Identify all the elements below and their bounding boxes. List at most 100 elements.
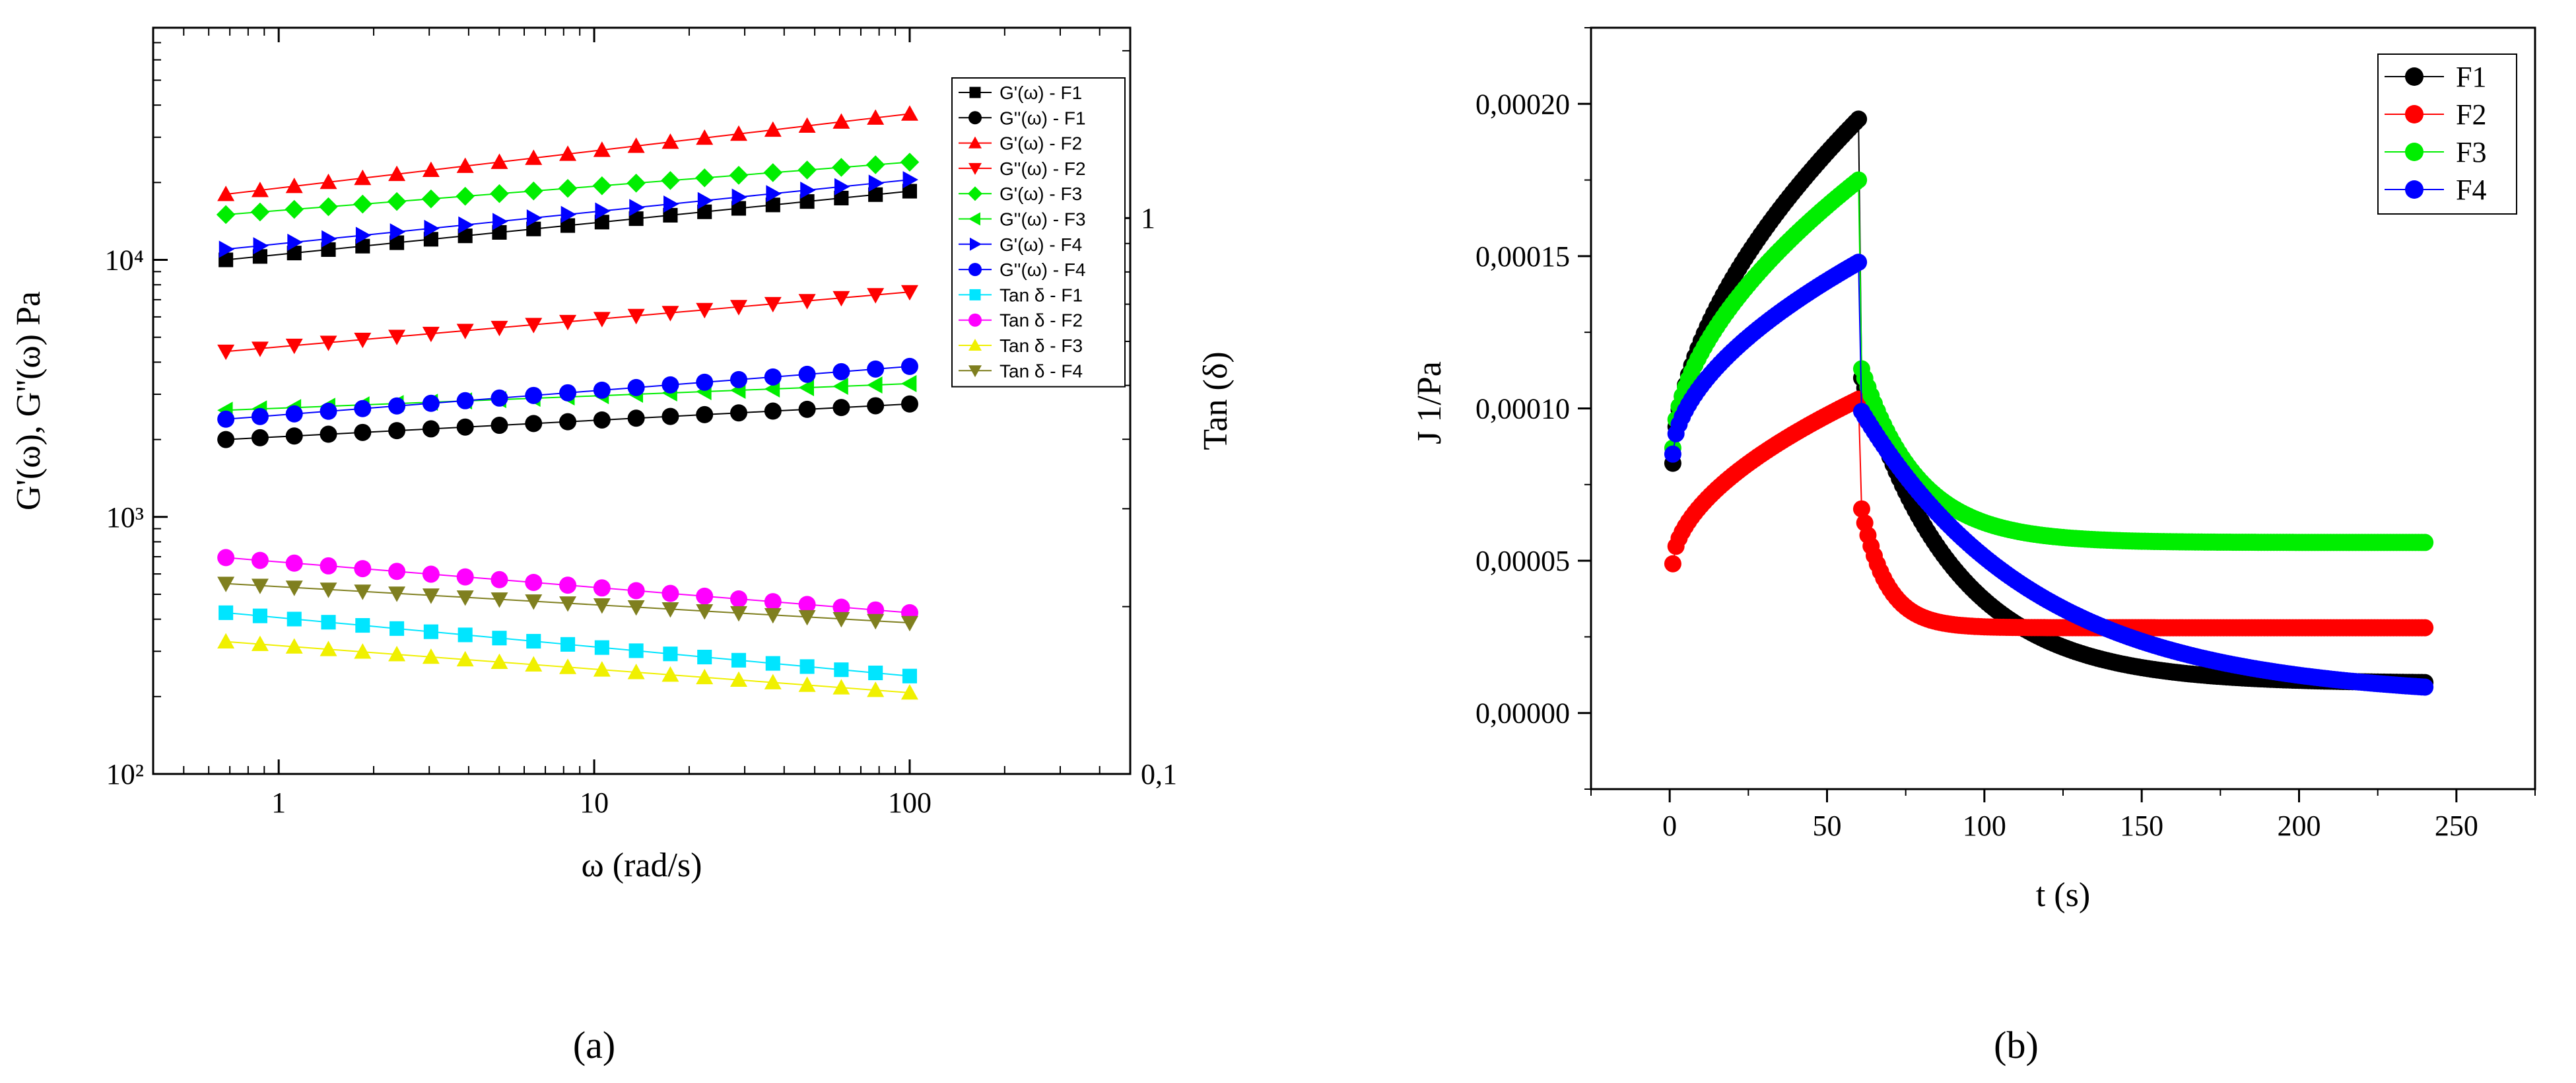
data-point (834, 662, 849, 678)
data-point (388, 563, 406, 580)
legend-entry-g-f1: G''(ω) - F1 (959, 108, 1086, 128)
legend-label: Tan δ - F2 (1000, 310, 1083, 331)
data-point (592, 176, 612, 195)
data-point (458, 216, 474, 234)
series-g-f2 (217, 285, 918, 361)
legend-entry-f3: F3 (2385, 136, 2486, 168)
data-point (697, 649, 712, 665)
data-point (320, 173, 337, 190)
legend-label: G'(ω) - F4 (1000, 234, 1082, 255)
series-g-f4 (219, 171, 918, 258)
data-point (593, 661, 611, 677)
data-point (731, 652, 747, 668)
data-point (832, 399, 850, 417)
legend-label: G''(ω) - F1 (1000, 108, 1086, 128)
data-point (868, 174, 885, 192)
data-point (834, 190, 849, 205)
data-point (321, 242, 336, 257)
data-point (491, 653, 508, 669)
data-point (525, 415, 543, 433)
data-point (388, 422, 406, 440)
data-point (628, 211, 644, 227)
data-point (285, 580, 303, 596)
data-point (253, 237, 269, 255)
data-point (696, 604, 714, 620)
data-point (593, 312, 611, 328)
data-point (422, 161, 440, 178)
legend-marker (968, 162, 982, 175)
x-tick-label-b: 200 (2278, 810, 2321, 842)
data-point (423, 232, 438, 247)
data-point (800, 181, 816, 199)
legend-entry-g-f2: G''(ω) - F2 (959, 158, 1086, 179)
data-point (900, 615, 918, 632)
y-axis-label-a: G'(ω), G''(ω) Pa (10, 291, 48, 510)
data-point (354, 584, 372, 600)
series-g-f1 (217, 395, 918, 448)
series-tan-f4 (217, 576, 918, 632)
data-point (421, 189, 441, 209)
legend-entry-f1: F1 (2385, 61, 2486, 93)
x-tick-label-a: 1 (271, 786, 286, 819)
data-point (764, 297, 782, 313)
data-point (696, 587, 714, 605)
data-point (559, 384, 577, 402)
legend-label: F3 (2456, 136, 2486, 168)
data-point (798, 610, 816, 626)
data-point (900, 374, 917, 392)
data-point (422, 326, 440, 343)
data-point (730, 125, 748, 141)
data-point (627, 600, 645, 616)
data-point (560, 205, 577, 223)
data-point (661, 666, 679, 682)
y-axis-a: 10² 10³ 10⁴ (105, 27, 168, 790)
data-point (868, 665, 883, 681)
legend-marker (968, 136, 982, 149)
data-point (627, 174, 646, 193)
x-tick-label-b: 0 (1662, 810, 1677, 842)
plot-frame-a (152, 26, 1132, 775)
data-point (900, 285, 918, 301)
data-point (696, 373, 714, 391)
data-point (867, 397, 885, 415)
data-point (559, 145, 577, 161)
data-point (560, 218, 576, 233)
legend-marker (2405, 180, 2423, 199)
legend-box (2377, 53, 2517, 215)
data-point (422, 565, 440, 583)
data-point (322, 230, 337, 248)
data-point (320, 402, 337, 420)
data-point (217, 576, 235, 592)
data-point (217, 549, 235, 567)
data-point (251, 635, 269, 651)
data-point (902, 171, 918, 189)
data-point (695, 168, 714, 188)
data-point (458, 627, 473, 643)
data-point (661, 306, 679, 322)
data-point (217, 431, 235, 448)
data-point (456, 590, 474, 606)
data-point (834, 178, 850, 195)
series-g-f4 (217, 357, 918, 428)
data-point (867, 376, 883, 394)
data-point (492, 225, 507, 240)
data-point (422, 588, 440, 604)
data-point (525, 594, 543, 610)
x-axis-label-a: ω (rad/s) (582, 847, 702, 884)
data-point (491, 571, 508, 588)
data-point (764, 608, 782, 624)
series-g-f1 (219, 184, 918, 267)
data-point (456, 186, 475, 206)
x-tick-label-b: 100 (1963, 810, 2006, 842)
legend-entry-tan-f2: Tan δ - F2 (959, 310, 1083, 331)
legend-label: G''(ω) - F3 (1000, 209, 1086, 230)
data-point (661, 407, 679, 425)
legend-marker (968, 212, 980, 226)
data-point (764, 121, 782, 137)
data-point (388, 165, 406, 182)
data-point (661, 171, 680, 190)
data-point (627, 582, 645, 600)
legend-a: G'(ω) - F1 G''(ω) - F1 G'(ω) - F2 G''(ω) - … (951, 77, 1126, 388)
data-point (251, 429, 269, 446)
legend-label: Tan δ - F4 (1000, 361, 1083, 381)
